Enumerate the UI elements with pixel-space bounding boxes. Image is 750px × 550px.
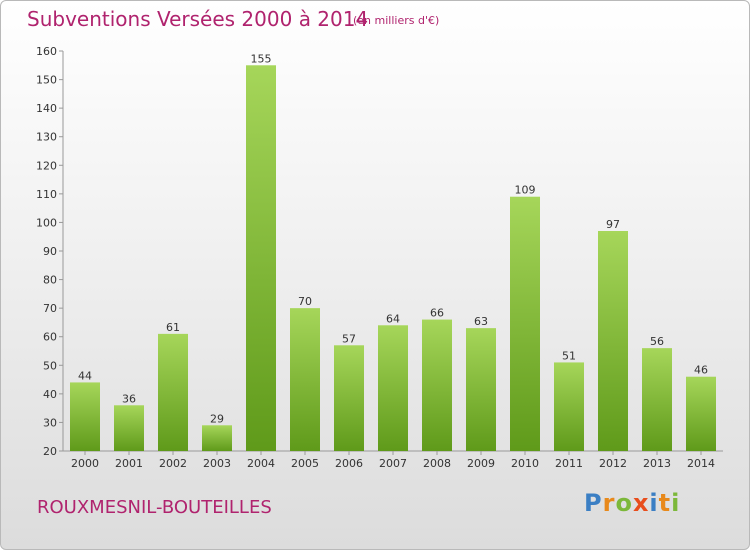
bar-2000 bbox=[70, 382, 100, 451]
data-label-2000: 44 bbox=[78, 369, 92, 382]
y-tick-label: 160 bbox=[36, 45, 57, 58]
data-label-2007: 64 bbox=[386, 312, 400, 325]
bar-2008 bbox=[422, 319, 452, 451]
data-label-2003: 29 bbox=[210, 412, 224, 425]
y-tick-label: 80 bbox=[43, 274, 57, 287]
x-tick-label: 2003 bbox=[203, 457, 231, 470]
commune-name: ROUXMESNIL-BOUTEILLES bbox=[37, 497, 272, 518]
x-tick-label: 2014 bbox=[687, 457, 715, 470]
chart-unit: (en milliers d'€) bbox=[353, 14, 440, 27]
x-tick-label: 2002 bbox=[159, 457, 187, 470]
x-tick-label: 2005 bbox=[291, 457, 319, 470]
y-tick-label: 110 bbox=[36, 188, 57, 201]
y-tick-label: 150 bbox=[36, 74, 57, 87]
bar-2013 bbox=[642, 348, 672, 451]
bar-2014 bbox=[686, 376, 716, 451]
data-label-2011: 51 bbox=[562, 349, 576, 362]
y-tick-label: 60 bbox=[43, 331, 57, 344]
data-label-2009: 63 bbox=[474, 315, 488, 328]
chart-title: Subventions Versées 2000 à 2014 bbox=[27, 7, 369, 31]
bar-2006 bbox=[334, 345, 364, 451]
bar-2009 bbox=[466, 328, 496, 451]
x-tick-label: 2013 bbox=[643, 457, 671, 470]
y-tick-label: 70 bbox=[43, 302, 57, 315]
y-tick-label: 50 bbox=[43, 359, 57, 372]
bar-2007 bbox=[378, 325, 408, 451]
data-label-2005: 70 bbox=[298, 295, 312, 308]
data-label-2012: 97 bbox=[606, 218, 620, 231]
data-label-2001: 36 bbox=[122, 392, 136, 405]
labels: 20 30 40 50 60 70 80 90 100 110 120 130 140 150 160 200… bbox=[36, 45, 715, 470]
bar-2004 bbox=[246, 65, 276, 452]
x-tick-label: 2012 bbox=[599, 457, 627, 470]
data-label-2014: 46 bbox=[694, 364, 708, 377]
bar-2005 bbox=[290, 308, 320, 451]
bar-2012 bbox=[598, 231, 628, 451]
y-tick-label: 120 bbox=[36, 159, 57, 172]
data-label-2006: 57 bbox=[342, 332, 356, 345]
x-tick-label: 2006 bbox=[335, 457, 363, 470]
proxiti-logo: Proxiti bbox=[584, 489, 681, 517]
data-label-2013: 56 bbox=[650, 335, 664, 348]
bar-2001 bbox=[114, 405, 144, 451]
x-tick-label: 2000 bbox=[71, 457, 99, 470]
bars bbox=[70, 65, 716, 452]
y-tick-label: 30 bbox=[43, 416, 57, 429]
bar-2002 bbox=[158, 333, 188, 451]
bar-2003 bbox=[202, 425, 232, 451]
x-tick-label: 2008 bbox=[423, 457, 451, 470]
y-tick-label: 140 bbox=[36, 102, 57, 115]
x-tick-label: 2004 bbox=[247, 457, 275, 470]
y-tick-label: 40 bbox=[43, 388, 57, 401]
data-label-2002: 61 bbox=[166, 321, 180, 334]
data-label-2010: 109 bbox=[515, 184, 536, 197]
y-tick-label: 90 bbox=[43, 245, 57, 258]
y-tick-label: 130 bbox=[36, 131, 57, 144]
data-label-2004: 155 bbox=[251, 52, 272, 65]
y-tick-label: 20 bbox=[43, 445, 57, 458]
x-tick-label: 2009 bbox=[467, 457, 495, 470]
bar-2011 bbox=[554, 362, 584, 451]
x-tick-label: 2011 bbox=[555, 457, 583, 470]
data-label-2008: 66 bbox=[430, 307, 444, 320]
x-tick-label: 2007 bbox=[379, 457, 407, 470]
x-tick-label: 2010 bbox=[511, 457, 539, 470]
bar-2010 bbox=[510, 196, 540, 451]
x-tick-label: 2001 bbox=[115, 457, 143, 470]
y-tick-label: 100 bbox=[36, 216, 57, 229]
